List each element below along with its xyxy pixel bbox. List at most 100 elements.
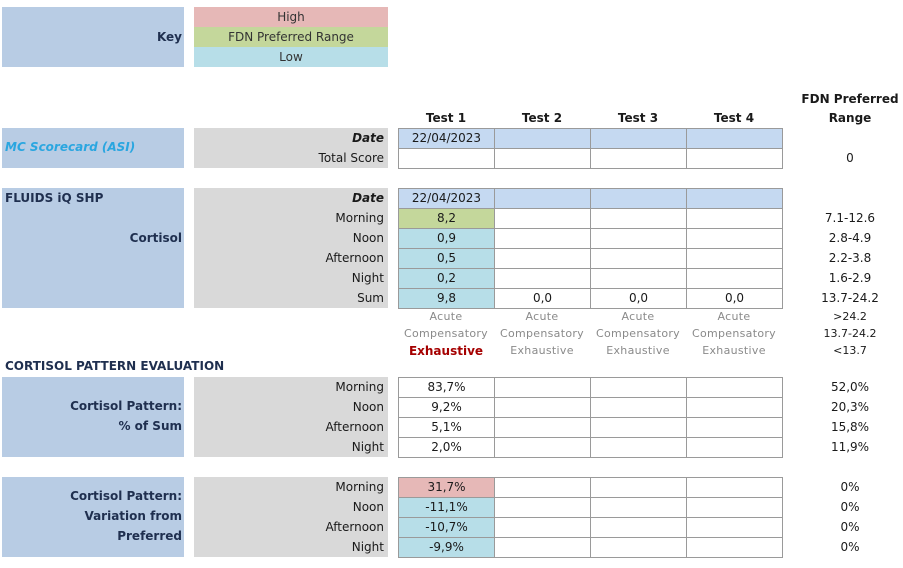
test-header: Test 2 <box>521 111 563 125</box>
value-cell <box>398 148 495 169</box>
value-cell <box>494 148 591 169</box>
interpretation-level: Exhaustive <box>408 344 484 358</box>
value-cell <box>494 208 591 229</box>
interpretation-level: Exhaustive <box>510 344 574 357</box>
interpretation-level: Acute <box>717 310 751 323</box>
range-value: 7.1-12.6 <box>824 211 876 225</box>
row-label: Sum <box>357 291 384 305</box>
range-value: 0% <box>840 480 860 494</box>
value-cell: 0,9 <box>398 228 495 249</box>
value-cell: 0,5 <box>398 248 495 269</box>
row-label: Noon <box>352 400 384 414</box>
row-label: Noon <box>352 500 384 514</box>
date-cell <box>590 128 687 149</box>
interpretation-level: Exhaustive <box>606 344 670 357</box>
date-label: Date <box>352 131 384 145</box>
row-label: Night <box>351 440 384 454</box>
value-cell <box>494 497 591 518</box>
interpretation-level: Acute <box>429 310 463 323</box>
section-subtitle: Cortisol <box>129 231 182 245</box>
value-cell <box>494 517 591 538</box>
interpretation-level: Acute <box>525 310 559 323</box>
key-title: Key <box>156 30 182 44</box>
interpretation-level: Compensatory <box>404 327 488 340</box>
value-cell: 5,1% <box>398 417 495 438</box>
interpretation-range: >24.2 <box>833 310 867 323</box>
interpretation-level: Compensatory <box>596 327 680 340</box>
value-cell <box>686 477 783 498</box>
section-title: Cortisol Pattern: <box>70 399 182 413</box>
value-cell <box>686 148 783 169</box>
date-cell <box>494 128 591 149</box>
section-title: Preferred <box>117 529 182 543</box>
value-cell <box>494 228 591 249</box>
date-cell: 22/04/2023 <box>398 188 495 209</box>
row-label: Morning <box>335 480 384 494</box>
range-header: FDN Preferred <box>801 92 899 106</box>
value-cell <box>686 497 783 518</box>
row-label: Morning <box>335 380 384 394</box>
range-header: Range <box>828 111 872 125</box>
interpretation-level: Acute <box>621 310 655 323</box>
value-cell: 83,7% <box>398 377 495 398</box>
value-cell <box>686 228 783 249</box>
interpretation-level: Exhaustive <box>702 344 766 357</box>
section-heading: CORTISOL PATTERN EVALUATION <box>5 359 225 373</box>
value-cell <box>590 437 687 458</box>
row-label: Morning <box>335 211 384 225</box>
value-cell <box>590 228 687 249</box>
range-value: 0% <box>840 500 860 514</box>
value-cell <box>590 537 687 558</box>
value-cell <box>494 417 591 438</box>
value-cell <box>590 377 687 398</box>
range-value: 52,0% <box>830 380 870 394</box>
section-title: MC Scorecard (ASI) <box>5 140 136 154</box>
date-cell <box>686 188 783 209</box>
range-value: 13.7-24.2 <box>821 291 879 305</box>
value-cell <box>590 497 687 518</box>
row-label: Afternoon <box>325 520 385 534</box>
range-value: 20,3% <box>830 400 870 414</box>
row-label: Night <box>351 271 384 285</box>
range-value: 15,8% <box>830 420 870 434</box>
value-cell <box>590 417 687 438</box>
test-header: Test 3 <box>617 111 659 125</box>
row-label: Noon <box>352 231 384 245</box>
range-value: 2.8-4.9 <box>828 231 872 245</box>
value-cell <box>686 268 783 289</box>
label-block <box>2 128 184 168</box>
row-label: Afternoon <box>325 251 385 265</box>
range-value: 2.2-3.8 <box>828 251 872 265</box>
value-cell <box>494 268 591 289</box>
interpretation-level: Compensatory <box>692 327 776 340</box>
key-block <box>2 7 184 67</box>
value-cell <box>494 377 591 398</box>
key-item: High <box>194 7 388 27</box>
value-cell: 0,2 <box>398 268 495 289</box>
key-item: Low <box>194 47 388 67</box>
value-cell <box>686 437 783 458</box>
value-cell <box>590 208 687 229</box>
row-label-block <box>194 477 388 557</box>
value-cell <box>686 537 783 558</box>
range-value: 1.6-2.9 <box>828 271 872 285</box>
value-cell <box>686 417 783 438</box>
value-cell: -11,1% <box>398 497 495 518</box>
row-label: Total Score <box>318 151 384 165</box>
value-cell: -9,9% <box>398 537 495 558</box>
row-label: Afternoon <box>325 420 385 434</box>
value-cell: 2,0% <box>398 437 495 458</box>
section-title: FLUIDS iQ SHP <box>5 191 104 205</box>
date-cell <box>590 188 687 209</box>
date-label: Date <box>352 191 384 205</box>
value-cell <box>686 208 783 229</box>
row-label-block <box>194 188 388 308</box>
value-cell <box>590 477 687 498</box>
row-label-block <box>194 128 388 168</box>
value-cell <box>494 248 591 269</box>
value-cell <box>590 268 687 289</box>
value-cell: 9,8 <box>398 288 495 309</box>
date-cell <box>686 128 783 149</box>
value-cell <box>590 148 687 169</box>
